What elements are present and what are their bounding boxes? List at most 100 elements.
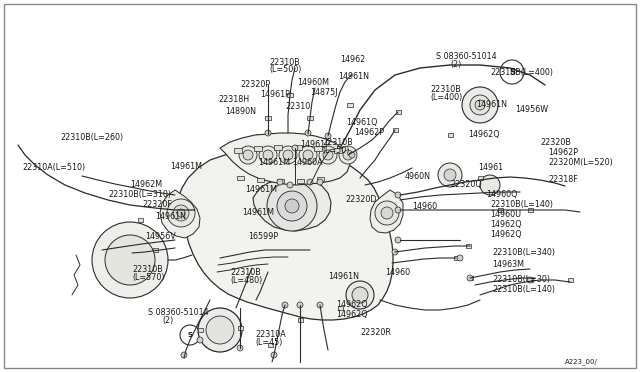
Bar — [257, 178, 264, 182]
Bar — [528, 208, 533, 212]
Circle shape — [375, 201, 399, 225]
Circle shape — [305, 130, 311, 136]
Text: 14961P: 14961P — [300, 140, 330, 149]
Bar — [265, 116, 271, 120]
Circle shape — [395, 192, 401, 198]
Bar — [498, 208, 503, 212]
Bar — [274, 145, 282, 150]
Bar — [234, 148, 242, 153]
Text: S 08360-51014: S 08360-51014 — [148, 308, 209, 317]
Text: 14962P: 14962P — [354, 128, 384, 137]
Circle shape — [277, 191, 307, 221]
Text: 4960N: 4960N — [405, 172, 431, 181]
Polygon shape — [178, 147, 393, 320]
Bar — [298, 318, 303, 322]
Circle shape — [287, 182, 293, 188]
Text: 22310B(L=140): 22310B(L=140) — [492, 285, 555, 294]
Text: 22320P: 22320P — [240, 80, 270, 89]
Polygon shape — [253, 179, 331, 231]
Circle shape — [319, 146, 337, 164]
Polygon shape — [220, 133, 350, 185]
Circle shape — [438, 163, 462, 187]
Bar — [478, 176, 483, 180]
Bar — [287, 93, 293, 97]
Polygon shape — [160, 190, 200, 238]
Bar — [238, 326, 243, 330]
Circle shape — [259, 146, 277, 164]
Circle shape — [283, 150, 293, 160]
Circle shape — [467, 275, 473, 281]
Text: 14962Q: 14962Q — [490, 230, 522, 239]
Circle shape — [299, 146, 317, 164]
Bar — [334, 148, 342, 153]
Circle shape — [395, 207, 401, 213]
Circle shape — [395, 237, 401, 243]
Text: 14960U: 14960U — [490, 210, 521, 219]
Bar — [396, 110, 401, 114]
Bar — [277, 179, 284, 183]
Circle shape — [303, 150, 313, 160]
Text: 22310A(L=510): 22310A(L=510) — [22, 163, 85, 172]
Circle shape — [352, 287, 368, 303]
Circle shape — [173, 205, 189, 221]
Circle shape — [339, 146, 357, 164]
Text: 14960: 14960 — [385, 268, 410, 277]
Text: 14961P: 14961P — [260, 90, 290, 99]
Text: 14961M: 14961M — [242, 208, 274, 217]
Text: 14875J: 14875J — [310, 88, 337, 97]
Text: 14961N: 14961N — [476, 100, 507, 109]
Circle shape — [346, 281, 374, 309]
Text: 14960Q: 14960Q — [486, 190, 518, 199]
Text: 22310B: 22310B — [430, 85, 461, 94]
Circle shape — [181, 352, 187, 358]
Bar — [468, 276, 473, 280]
Circle shape — [462, 87, 498, 123]
Circle shape — [177, 209, 185, 217]
Text: 16599P: 16599P — [248, 232, 278, 241]
Text: S: S — [188, 332, 193, 338]
Text: 14962M: 14962M — [130, 180, 162, 189]
Circle shape — [343, 150, 353, 160]
Circle shape — [267, 181, 317, 231]
Bar — [448, 133, 453, 137]
Text: 14962: 14962 — [340, 55, 365, 64]
Text: 22310B: 22310B — [132, 265, 163, 274]
Text: 14960: 14960 — [412, 202, 437, 211]
Text: 14961M: 14961M — [170, 162, 202, 171]
Circle shape — [271, 352, 277, 358]
Bar — [198, 328, 203, 332]
Text: S: S — [509, 67, 515, 77]
Text: 14962P: 14962P — [548, 148, 578, 157]
Bar — [317, 177, 324, 181]
Text: (L=570): (L=570) — [132, 273, 164, 282]
Text: 22310B(L=140): 22310B(L=140) — [490, 200, 553, 209]
Circle shape — [444, 169, 456, 181]
Bar — [138, 218, 143, 222]
Text: 14960A: 14960A — [292, 158, 323, 167]
Text: 14961N: 14961N — [328, 272, 359, 281]
Text: 22320R: 22320R — [360, 328, 391, 337]
Bar — [347, 103, 353, 107]
Text: (2): (2) — [162, 316, 173, 325]
Circle shape — [92, 222, 168, 298]
Text: 14956W: 14956W — [515, 105, 548, 114]
Text: 14961M: 14961M — [258, 158, 290, 167]
Text: 22310B: 22310B — [269, 58, 300, 67]
Circle shape — [282, 302, 288, 308]
Circle shape — [457, 255, 463, 261]
Text: 22310B(L=310): 22310B(L=310) — [108, 190, 171, 199]
Text: 22310B: 22310B — [322, 138, 353, 147]
Bar — [307, 116, 313, 120]
Text: 14960M: 14960M — [297, 78, 329, 87]
Text: (L=400): (L=400) — [430, 93, 462, 102]
Text: 22310B(L=340): 22310B(L=340) — [492, 248, 555, 257]
Circle shape — [105, 235, 155, 285]
Text: 14961N: 14961N — [338, 72, 369, 81]
Bar — [297, 179, 304, 183]
Text: 14961: 14961 — [478, 163, 503, 172]
Circle shape — [237, 345, 243, 351]
Circle shape — [470, 95, 490, 115]
Circle shape — [285, 199, 299, 213]
Bar — [294, 145, 302, 150]
Text: 22310B(L=260): 22310B(L=260) — [60, 133, 123, 142]
